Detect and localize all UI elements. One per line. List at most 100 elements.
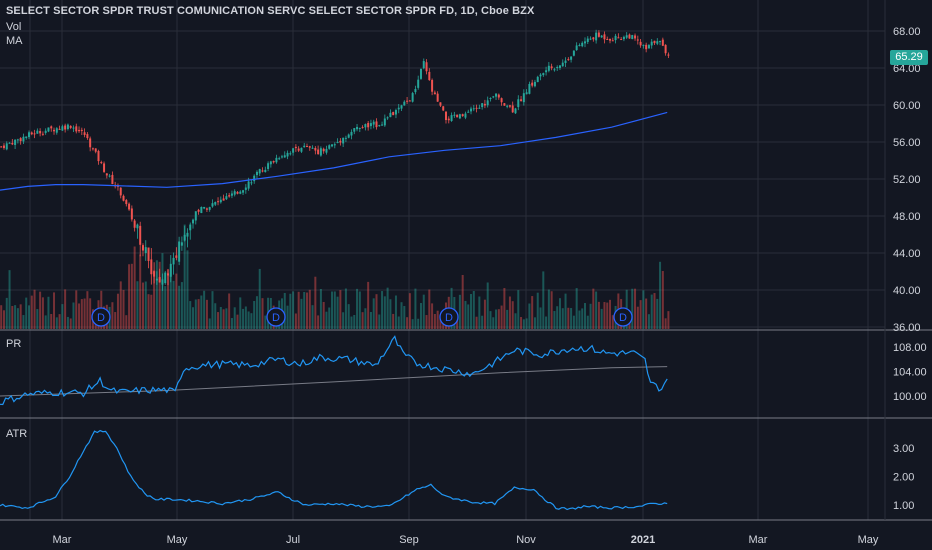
pane-separators[interactable] [0,0,932,521]
candle-body [317,149,320,155]
volume-bar [367,281,370,329]
candle-body [453,114,456,116]
volume-bar [205,299,208,329]
candle-body [0,146,3,148]
volume-bar [586,315,589,329]
volume-bar [375,294,378,329]
volume-bar [414,288,417,329]
volume-bar [83,298,86,329]
candle-body [192,219,195,224]
volume-bar [2,310,5,329]
ma-label[interactable]: MA [6,35,23,47]
grid-lines [0,0,885,520]
candle-body [39,130,42,134]
candle-body [592,37,595,40]
candle-body [470,108,473,112]
candle-body [306,145,308,147]
candle-body [603,34,606,40]
volume-bar [183,224,186,329]
time-tick-label: Jul [286,534,300,546]
dividend-marker[interactable]: D [91,307,111,327]
candle-body [531,82,534,86]
candle-body [584,41,586,44]
volume-bar [408,293,411,329]
candle-body [219,199,222,203]
volume-bar [411,319,414,329]
volume-bar [211,291,214,329]
dividend-marker[interactable]: D [439,307,459,327]
candle-body [356,126,359,130]
candle-body [169,263,172,277]
volume-bar [470,294,473,329]
volume-bar [111,302,114,329]
time-axis[interactable]: Mar May Jul Sep Nov 2021 Mar May [53,534,879,546]
volume-bar [531,296,534,329]
candle-body [144,247,147,254]
price-tick-label: 36.00 [893,322,921,334]
candle-body [578,45,581,47]
candle-body [161,279,164,285]
candle-body [133,220,136,228]
volume-bar [89,298,92,329]
volume-bar [520,317,523,329]
price-tick-label: 44.00 [893,248,921,260]
volume-bar [575,288,578,329]
volume-bar [175,273,178,329]
candle-body [553,69,556,71]
volume-bar [239,297,242,329]
candle-body [331,144,334,147]
candle-body [180,242,183,246]
volume-bar [500,305,503,329]
pr-pane-label[interactable]: PR [6,338,22,350]
volume-bar [364,308,367,329]
atr-pane-label[interactable]: ATR [6,428,28,440]
candle-body [378,125,381,127]
candle-body [205,208,208,210]
volume-bar [561,308,564,329]
candle-body [617,37,620,39]
time-tick-label: May [858,534,879,546]
volume-label[interactable]: Vol [6,21,22,33]
volume-bar [358,291,361,329]
candle-body [225,196,228,200]
volume-bar [258,268,261,329]
volume-bar [255,296,258,329]
volume-bar [508,296,511,329]
volume-bar [5,297,8,329]
candle-body [89,138,92,148]
candle-body [336,142,339,144]
candle-body [536,76,539,83]
volume-bar [539,307,542,329]
candle-body [645,44,648,50]
candle-body [403,101,406,106]
dividend-marker[interactable]: D [266,307,286,327]
atr-tick-label: 1.00 [893,500,914,512]
volume-bar [294,313,297,329]
candle-body [242,190,245,193]
volume-bar [642,290,645,329]
volume-bar [486,282,489,329]
volume-bar [514,313,517,329]
candle-body [581,42,584,47]
volume-bar [214,303,217,329]
volume-bar [550,291,553,329]
volume-bar [180,282,183,329]
candle-body [481,103,484,108]
candle-body [53,129,56,132]
candlesticks [0,29,670,291]
dividend-marker[interactable]: D [613,307,633,327]
candle-body [5,143,8,150]
candle-body [30,132,33,135]
volume-bar [242,308,245,329]
volume-bar [431,303,434,329]
candle-body [208,207,211,210]
price-tick-label: 60.00 [893,100,921,112]
volume-bar [192,307,195,329]
candle-body [600,35,603,38]
candle-body [483,103,486,106]
price-axis[interactable]: 36.00 40.00 44.00 48.00 52.00 56.00 60.00 64.00… [893,26,927,512]
candle-body [517,99,520,108]
volume-bar [436,310,439,329]
